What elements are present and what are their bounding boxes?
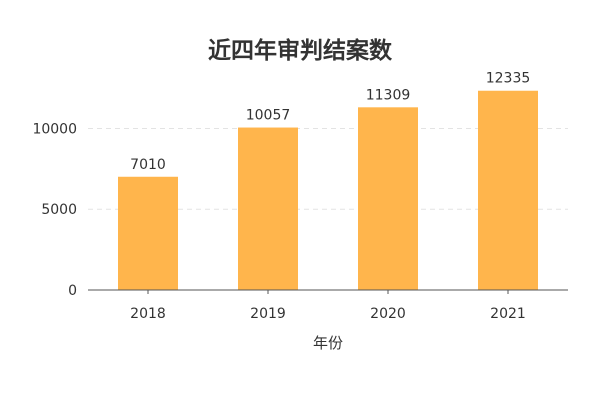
data-label-2021: 12335 xyxy=(486,71,531,87)
y-tick-label: 0 xyxy=(68,283,77,299)
bar-2018 xyxy=(118,176,178,290)
chart-title: 近四年审判结案数 xyxy=(208,37,393,64)
x-tick-label-2018: 2018 xyxy=(130,306,166,322)
data-label-2019: 10057 xyxy=(246,108,291,124)
y-axis-ticks: 0 5000 10000 xyxy=(32,121,77,299)
bar-2020 xyxy=(358,107,418,290)
data-labels: 7010 10057 11309 12335 xyxy=(130,71,530,173)
x-tick-label-2019: 2019 xyxy=(250,306,286,322)
data-label-2020: 11309 xyxy=(366,87,411,103)
x-tick-label-2021: 2021 xyxy=(490,306,526,322)
data-label-2018: 7010 xyxy=(130,157,166,173)
y-tick-label: 10000 xyxy=(32,121,77,137)
x-tick-label-2020: 2020 xyxy=(370,306,406,322)
bar-2019 xyxy=(238,127,298,290)
x-axis-title: 年份 xyxy=(313,334,343,352)
y-tick-label: 5000 xyxy=(41,202,77,218)
x-axis-ticks: 2018 2019 2020 2021 xyxy=(130,290,526,322)
bar-2021 xyxy=(478,90,538,290)
bars xyxy=(118,90,538,290)
